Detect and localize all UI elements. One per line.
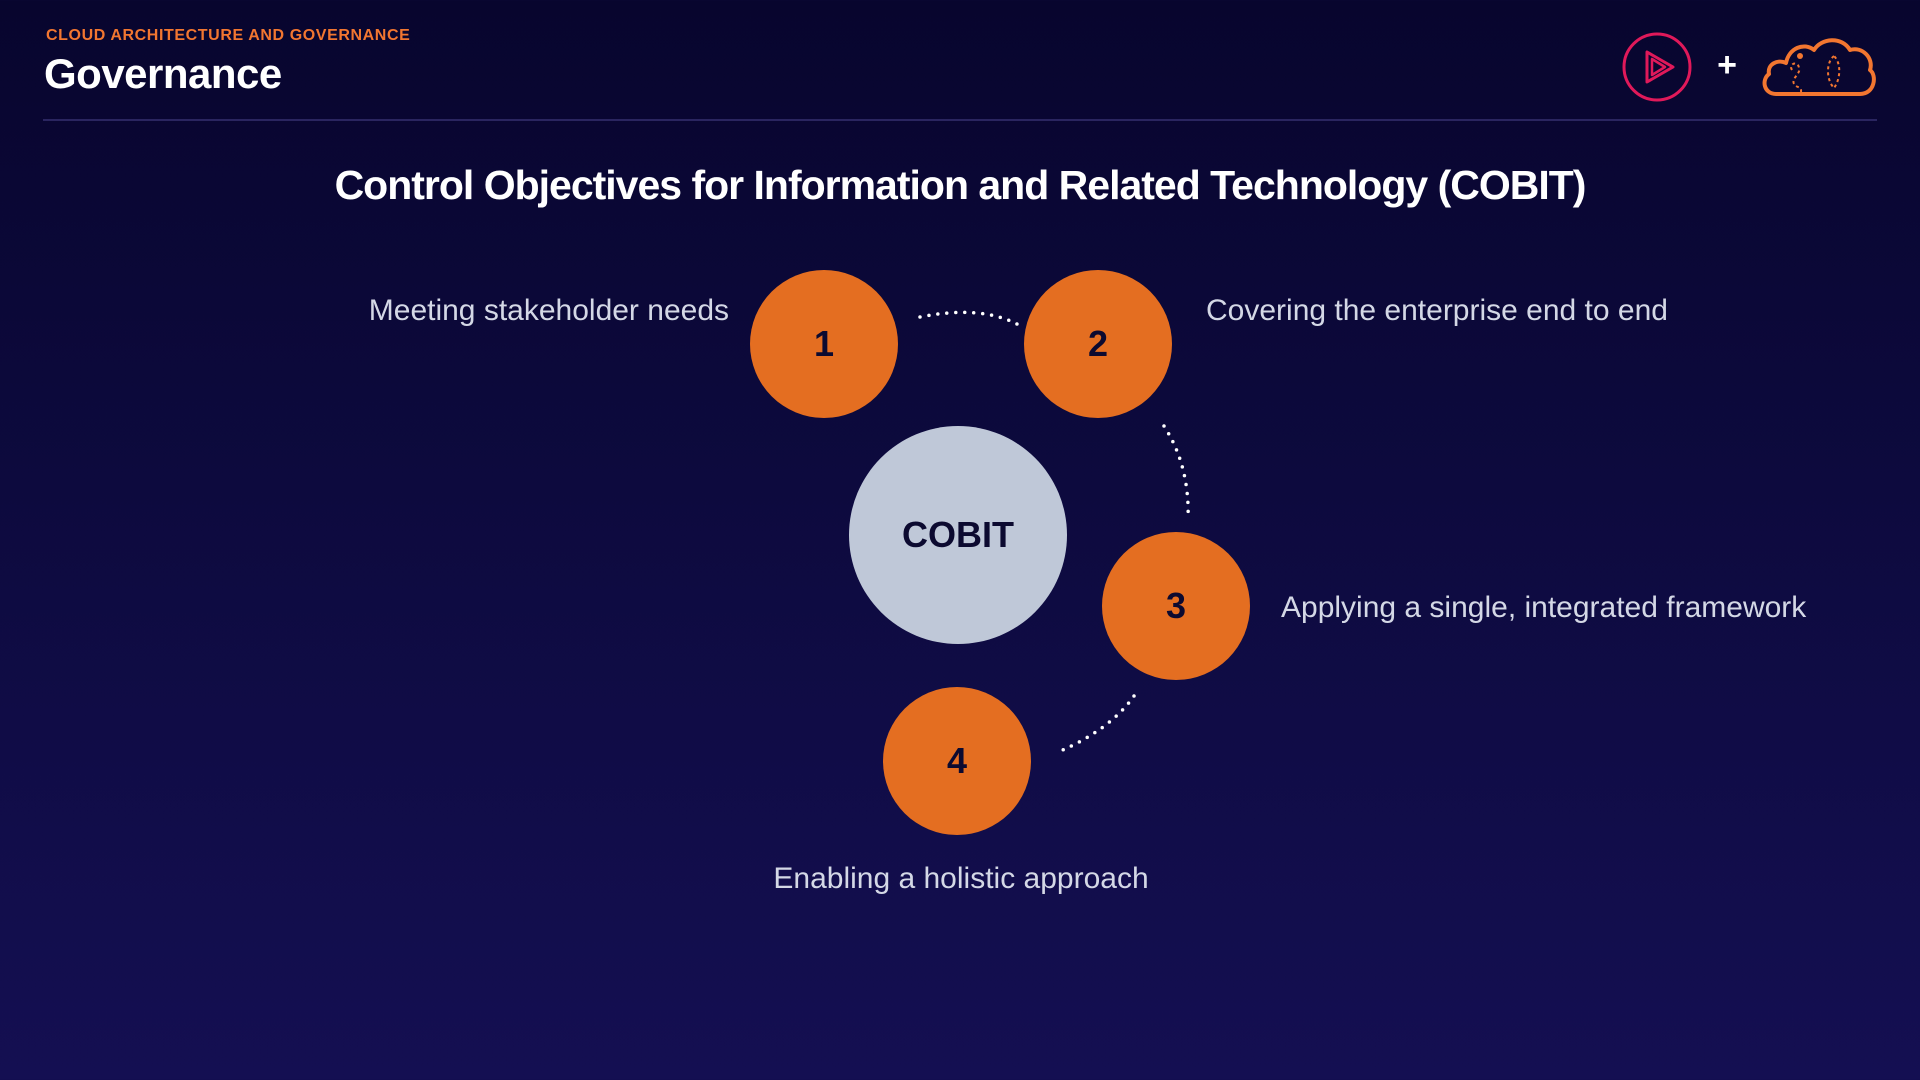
principle-label-4: Enabling a holistic approach xyxy=(773,862,1149,895)
principle-node-4: 4 xyxy=(883,687,1031,835)
principle-label-1: Meeting stakeholder needs xyxy=(368,294,729,327)
cobit-hub: COBIT xyxy=(849,426,1067,644)
principle-node-1: 1 xyxy=(750,270,898,418)
principle-node-3: 3 xyxy=(1102,532,1250,680)
header-divider xyxy=(43,119,1877,121)
connector-2-3 xyxy=(1162,424,1190,522)
connector-3-4 xyxy=(1056,694,1136,754)
cloud-icon xyxy=(1762,38,1876,96)
course-eyebrow: CLOUD ARCHITECTURE AND GOVERNANCE xyxy=(46,27,411,44)
principle-node-2: 2 xyxy=(1024,270,1172,418)
connector-1-2 xyxy=(918,310,1019,326)
play-icon xyxy=(1622,32,1692,102)
page-title: Governance xyxy=(44,50,282,97)
plus-sign: + xyxy=(1717,46,1737,84)
principle-label-2: Covering the enterprise end to end xyxy=(1206,294,1668,327)
slide-heading: Control Objectives for Information and R… xyxy=(334,162,1587,208)
principle-label-3: Applying a single, integrated framework xyxy=(1281,591,1807,624)
